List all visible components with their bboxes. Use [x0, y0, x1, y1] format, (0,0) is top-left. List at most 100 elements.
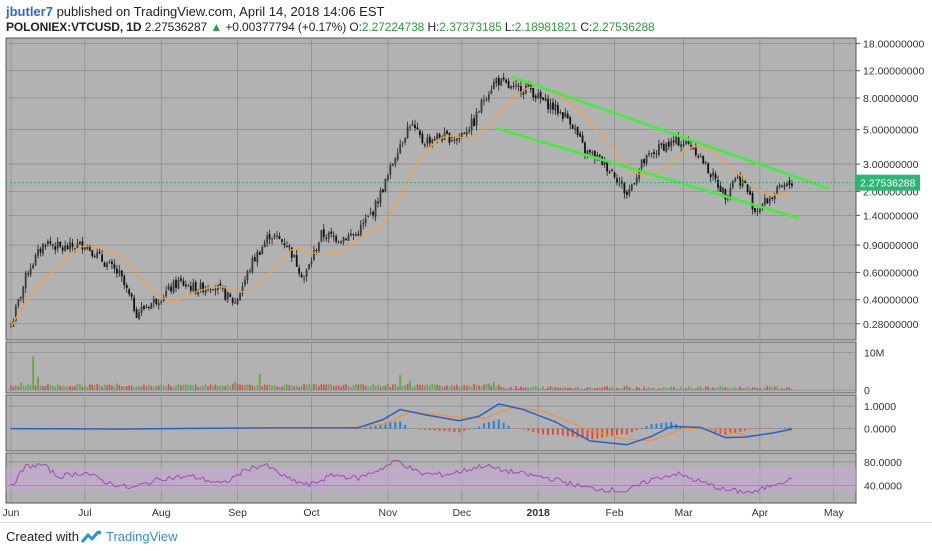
candle-body: [79, 241, 81, 244]
candle-body: [399, 144, 401, 153]
volume-bar: [106, 385, 108, 390]
volume-bar: [505, 389, 507, 390]
candle-body: [325, 238, 327, 239]
volume-bar: [249, 385, 251, 390]
volume-bar: [749, 389, 751, 390]
volume-bar: [597, 388, 599, 390]
candle-body: [227, 292, 229, 299]
macd-histogram-bar: [463, 429, 465, 431]
candle-body: [338, 242, 340, 243]
candle-body: [715, 174, 717, 179]
candle: [707, 162, 709, 174]
candle-body: [128, 289, 130, 294]
volume-bar: [732, 387, 734, 390]
volume-bar: [168, 384, 170, 390]
candle-body: [298, 268, 300, 274]
volume-bar: [306, 384, 308, 390]
volume-bar: [291, 386, 293, 390]
volume-bar: [547, 387, 549, 390]
volume-bar: [119, 385, 121, 390]
macd-histogram-bar: [660, 423, 662, 429]
volume-bar: [311, 385, 313, 390]
volume-bar: [444, 387, 446, 390]
volume-bar: [325, 384, 327, 390]
volume-bar: [13, 387, 15, 390]
volume-bar: [321, 384, 323, 390]
candle-body: [153, 299, 155, 303]
created-with-text: Created with: [6, 529, 79, 544]
volume-bar: [582, 389, 584, 390]
candle-body: [249, 271, 251, 272]
candle-body: [409, 127, 411, 128]
candle-body: [345, 239, 347, 240]
candle-body: [328, 233, 330, 239]
tradingview-link[interactable]: TradingView: [106, 529, 178, 544]
candle-body: [493, 82, 495, 89]
volume-bar: [227, 384, 229, 390]
candle-body: [678, 136, 680, 145]
candle-body: [106, 263, 108, 267]
candle-body: [114, 264, 116, 268]
candle-body: [67, 246, 69, 250]
volume-bar: [567, 388, 569, 390]
volume-bar: [220, 386, 222, 390]
macd-histogram-bar: [468, 429, 470, 430]
macd-histogram-bar: [636, 429, 638, 431]
volume-bar: [224, 386, 226, 390]
candle-body: [288, 246, 290, 247]
volume-bar: [523, 387, 525, 390]
volume-bar: [705, 386, 707, 390]
price-chart[interactable]: 18.0000000012.000000008.000000005.000000…: [0, 0, 932, 522]
candle-body: [414, 125, 416, 128]
macd-histogram-bar: [611, 429, 613, 436]
candle-body: [394, 159, 396, 165]
volume-bar: [79, 384, 81, 390]
volume-bar: [532, 387, 534, 390]
volume-bar: [417, 385, 419, 390]
macd-histogram-bar: [739, 429, 741, 432]
macd-histogram-bar: [394, 422, 396, 429]
macd-histogram-bar: [552, 429, 554, 435]
candle-body: [318, 243, 320, 251]
volume-bar: [25, 386, 27, 390]
candle-body: [446, 131, 448, 134]
volume-bar: [232, 384, 234, 390]
volume-bar: [427, 384, 429, 390]
candle: [320, 230, 322, 243]
time-tick-label: Dec: [452, 507, 471, 519]
macd-histogram-bar: [434, 429, 436, 431]
volume-bar: [313, 384, 315, 390]
candle-body: [91, 250, 93, 256]
candle-body: [355, 234, 357, 236]
volume-bar: [190, 384, 192, 390]
candle-body: [40, 249, 42, 253]
volume-tick-label: 10M: [864, 348, 884, 360]
candle-body: [663, 144, 665, 151]
volume-bar: [217, 386, 219, 390]
candle: [631, 184, 633, 192]
volume-bar: [377, 385, 379, 390]
volume-bar: [392, 384, 394, 390]
candle-body: [261, 247, 263, 254]
time-tick-label: Oct: [303, 507, 319, 519]
volume-bar: [183, 385, 185, 390]
candle-body: [522, 92, 524, 95]
candle-body: [182, 281, 184, 286]
volume-bar: [535, 386, 537, 390]
candle-body: [500, 79, 502, 86]
candle-body: [611, 170, 613, 171]
volume-bar: [45, 386, 47, 390]
candle-body: [335, 236, 337, 242]
candle-body: [712, 172, 714, 175]
candle-body: [468, 130, 470, 132]
volume-bar: [50, 385, 52, 390]
candle-body: [697, 156, 699, 157]
volume-bar: [478, 386, 480, 390]
volume-bar: [685, 388, 687, 390]
candle-body: [133, 298, 135, 311]
volume-bar: [767, 386, 769, 390]
volume-bar: [10, 386, 12, 390]
candle-body: [234, 303, 236, 304]
volume-bar: [91, 385, 93, 390]
candle-body: [57, 242, 59, 249]
